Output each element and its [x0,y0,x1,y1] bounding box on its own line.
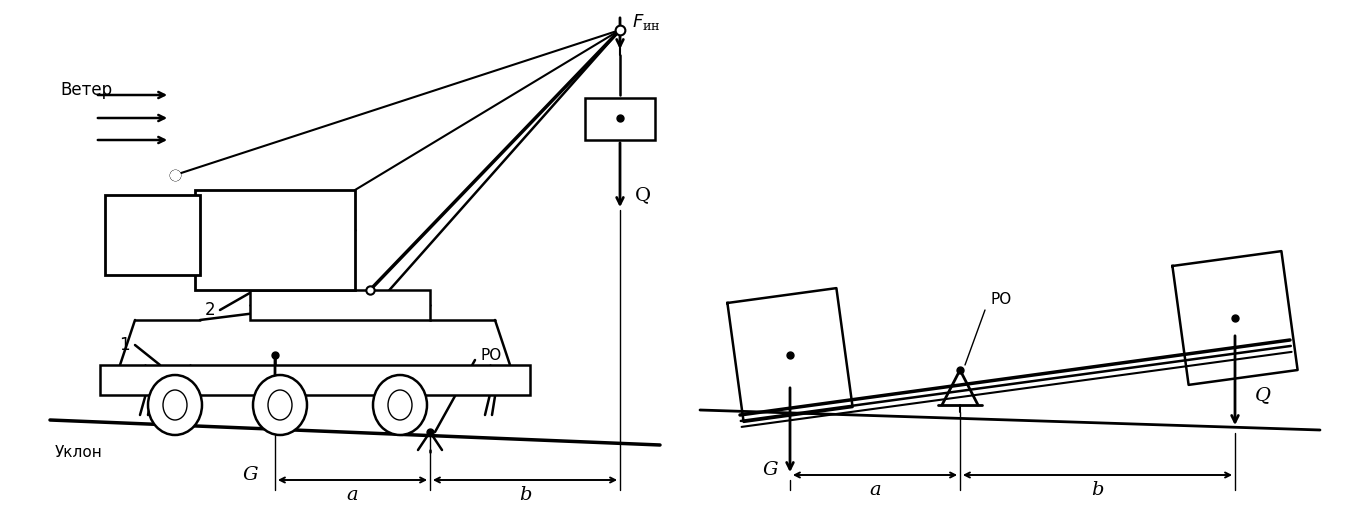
Ellipse shape [148,375,202,435]
Text: РО: РО [990,293,1012,307]
Text: РО: РО [480,347,502,362]
Ellipse shape [373,375,427,435]
Bar [195,190,355,290]
Bar [250,290,430,320]
Text: G: G [243,466,258,484]
Ellipse shape [268,390,292,420]
Text: Q: Q [1256,386,1271,404]
Text: 1: 1 [119,336,130,354]
Text: Ветер: Ветер [60,81,113,99]
Text: a: a [869,481,881,499]
Text: Q: Q [635,186,651,204]
Text: Уклон: Уклон [56,445,103,460]
Text: G: G [762,461,778,479]
Ellipse shape [254,375,306,435]
Bar [584,98,655,140]
Text: b: b [1090,481,1104,499]
Bar [104,195,199,275]
Ellipse shape [388,390,412,420]
Bar [100,365,530,395]
Text: 2: 2 [205,301,216,319]
Text: $F_{\mathregular{ин}}$: $F_{\mathregular{ин}}$ [632,12,660,32]
Text: b: b [519,486,532,504]
Text: a: a [346,486,358,504]
Ellipse shape [163,390,187,420]
